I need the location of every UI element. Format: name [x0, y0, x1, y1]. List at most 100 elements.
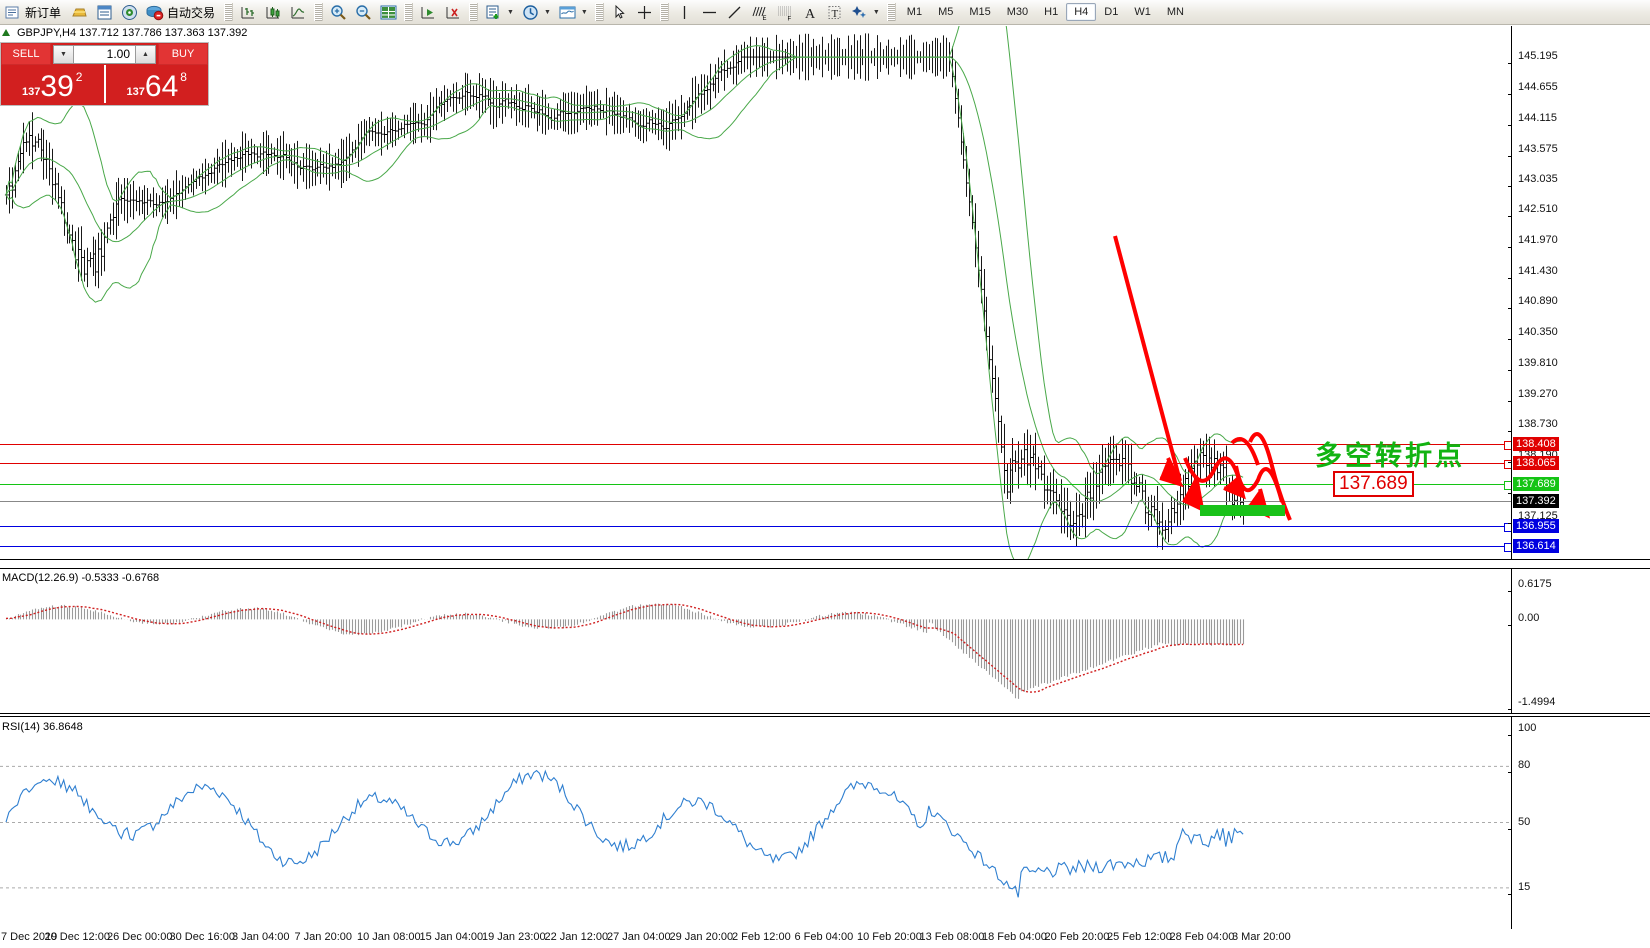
price-level-tag[interactable]: 137.689	[1513, 477, 1559, 492]
data-window-icon	[95, 3, 114, 22]
price-level-tag[interactable]: 138.408	[1513, 436, 1559, 451]
price-level-line[interactable]	[0, 463, 1512, 465]
price-level-line[interactable]	[0, 443, 1512, 445]
templates-button[interactable]	[555, 1, 580, 23]
price-level-tag[interactable]: 137.392	[1513, 494, 1559, 509]
buy-price-display[interactable]: 137 64 8	[106, 65, 209, 103]
shapes-button[interactable]	[847, 1, 872, 23]
time-axis-label: 26 Dec 00:00	[107, 931, 173, 943]
shapes-dropdown-caret[interactable]: ▼	[872, 8, 880, 16]
text-button[interactable]: A	[797, 1, 822, 23]
auto-scroll-icon	[419, 3, 438, 22]
price-level-tag[interactable]: 136.955	[1513, 519, 1559, 534]
octp-prices-row[interactable]: 137 39 2 137 64 8	[1, 65, 208, 103]
market-watch-button[interactable]	[117, 1, 142, 23]
text-label-icon: T	[825, 3, 844, 22]
price-level-handle[interactable]	[1504, 481, 1512, 491]
timeframe-mn[interactable]: MN	[1166, 6, 1184, 18]
timeframe-m5[interactable]: M5	[938, 6, 954, 18]
time-axis-label: 13 Feb 08:00	[919, 931, 985, 943]
price-tick: 142.510	[1508, 203, 1558, 222]
price-level-line[interactable]	[0, 501, 1512, 503]
price-plot-area[interactable]	[0, 26, 1512, 559]
sell-price-display[interactable]: 137 39 2	[1, 65, 104, 103]
time-axis[interactable]: 7 Dec 2019 20 Dec 12:00 26 Dec 00:00 30 Dec…	[0, 929, 1650, 948]
zoom-out-icon	[354, 3, 373, 22]
price-axis[interactable]: 145.195 144.655 144.115 143.575 143.035 142.5…	[1508, 26, 1650, 559]
rsi-pane[interactable]: RSI(14) 36.8648 100 80 50 15	[0, 716, 1650, 931]
price-level-handle[interactable]	[1504, 440, 1512, 450]
new-order-button[interactable]: 新订单	[0, 1, 67, 23]
line-chart-button[interactable]	[286, 1, 311, 23]
price-level-handle[interactable]	[1504, 542, 1512, 552]
rsi-axis[interactable]: 100 80 50 15	[1507, 717, 1650, 930]
price-level-line[interactable]	[0, 526, 1512, 528]
periods-dropdown-caret[interactable]: ▼	[543, 8, 551, 16]
macd-plot-area[interactable]	[0, 569, 1512, 713]
data-window-button[interactable]	[92, 1, 117, 23]
text-label-button[interactable]: T	[822, 1, 847, 23]
timeframe-w1[interactable]: W1	[1134, 6, 1151, 18]
autotrading-button[interactable]: 自动交易	[142, 1, 221, 23]
rsi-plot-area[interactable]	[0, 717, 1512, 930]
chart-shift-button[interactable]	[441, 1, 466, 23]
zoom-in-button[interactable]	[326, 1, 351, 23]
horizontal-line-button[interactable]	[697, 1, 722, 23]
price-level-line[interactable]	[0, 484, 1512, 486]
timeframe-d1[interactable]: D1	[1104, 6, 1119, 18]
symbol-ohlc-text: GBPJPY,H4 137.712 137.786 137.363 137.39…	[17, 26, 248, 39]
vertical-line-button[interactable]	[672, 1, 697, 23]
gold-bar-button[interactable]	[67, 1, 92, 23]
templates-dropdown-caret[interactable]: ▼	[580, 8, 588, 16]
price-tick: 145.195	[1508, 50, 1558, 69]
timeframe-m30[interactable]: M30	[1006, 6, 1029, 18]
svg-text:A: A	[805, 7, 816, 22]
fibonacci-button[interactable]: F	[772, 1, 797, 23]
volume-stepper[interactable]: ▼ 1.00 ▲	[53, 44, 156, 64]
volume-decrease-button[interactable]: ▼	[53, 44, 74, 64]
price-tick: 143.575	[1508, 143, 1558, 162]
macd-axis[interactable]: 0.6175 0.00 -1.4994	[1507, 569, 1650, 713]
price-level-handle[interactable]	[1504, 523, 1512, 533]
tile-windows-button[interactable]	[376, 1, 401, 23]
chinese-annotation-text: 多空转折点	[1315, 441, 1465, 471]
price-tick: 140.890	[1508, 295, 1558, 314]
price-tick: 137.125	[1508, 510, 1558, 529]
zoom-out-button[interactable]	[351, 1, 376, 23]
indicators-dropdown-caret[interactable]: ▼	[507, 8, 514, 16]
elliott-wave-button[interactable]: E	[747, 1, 772, 23]
trendline-button[interactable]	[722, 1, 747, 23]
indicators-button[interactable]	[481, 1, 506, 23]
price-level-handle[interactable]	[1504, 460, 1512, 470]
sell-button[interactable]: SELL	[1, 43, 51, 65]
cursor-button[interactable]	[607, 1, 632, 23]
crosshair-button[interactable]	[632, 1, 657, 23]
auto-scroll-button[interactable]	[416, 1, 441, 23]
buy-button[interactable]: BUY	[158, 43, 208, 65]
main-toolbar[interactable]: 新订单 自动交易	[0, 0, 1650, 25]
volume-input[interactable]: 1.00	[74, 44, 135, 64]
timeframe-h1[interactable]: H1	[1044, 6, 1059, 18]
price-level-tag[interactable]: 138.065	[1513, 456, 1559, 471]
timeframe-m15[interactable]: M15	[969, 6, 991, 18]
horizontal-line-icon	[700, 3, 719, 22]
symbol-info-bar: GBPJPY,H4 137.712 137.786 137.363 137.39…	[0, 26, 1650, 39]
templates-icon	[558, 3, 577, 22]
one-click-trading-panel[interactable]: SELL ▼ 1.00 ▲ BUY 137 39 2 137 64 8	[0, 42, 209, 106]
octp-controls-row[interactable]: SELL ▼ 1.00 ▲ BUY	[1, 43, 208, 65]
timeframe-m1[interactable]: M1	[906, 6, 923, 18]
bar-chart-button[interactable]	[236, 1, 261, 23]
new-order-icon	[3, 3, 22, 22]
svg-text:T: T	[831, 8, 838, 20]
toolbar-separator-6	[659, 3, 669, 21]
svg-text:F: F	[787, 16, 791, 22]
toolbar-separator-1	[224, 3, 234, 21]
zoom-in-icon	[329, 3, 348, 22]
price-level-tag[interactable]: 136.614	[1513, 538, 1559, 553]
volume-increase-button[interactable]: ▲	[135, 44, 156, 64]
price-level-line[interactable]	[0, 545, 1512, 547]
candlestick-chart-button[interactable]	[261, 1, 286, 23]
periods-button[interactable]	[518, 1, 543, 23]
macd-pane[interactable]: MACD(12.26.9) -0.5333 -0.6768 0.6175 0.00…	[0, 568, 1650, 714]
timeframe-h4[interactable]: H4	[1066, 3, 1097, 21]
